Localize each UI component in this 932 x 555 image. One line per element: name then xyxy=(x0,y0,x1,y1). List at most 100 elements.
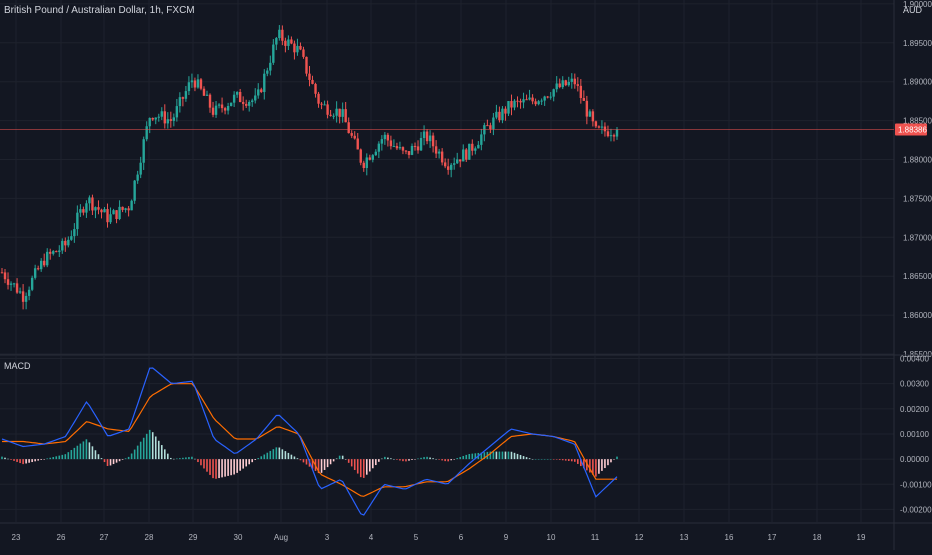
macd-histogram-bar xyxy=(73,447,76,460)
candle-body xyxy=(465,149,468,160)
macd-histogram-bar xyxy=(91,446,94,460)
macd-histogram-bar xyxy=(405,459,407,462)
candle-body xyxy=(205,94,209,96)
macd-histogram-bar xyxy=(55,456,58,460)
candle-body xyxy=(440,151,444,163)
macd-histogram-bar xyxy=(179,458,181,460)
candle-body xyxy=(21,291,25,302)
x-tick-label: 29 xyxy=(189,533,198,542)
macd-histogram-bar xyxy=(372,459,374,469)
macd-tick-label: 0.00400 xyxy=(900,355,929,364)
macd-histogram-bar xyxy=(70,450,73,460)
candle-body xyxy=(39,260,43,270)
macd-histogram-bar xyxy=(543,459,546,460)
candle-body xyxy=(260,89,263,93)
macd-histogram-bar xyxy=(456,458,459,460)
candle-body xyxy=(564,80,567,86)
macd-histogram-bar xyxy=(67,452,70,460)
macd-histogram-bar xyxy=(218,459,220,479)
candle-body xyxy=(437,151,441,154)
candle-body xyxy=(347,122,350,134)
macd-histogram-bar xyxy=(188,457,190,460)
candle-body xyxy=(350,133,353,136)
candle-body xyxy=(395,146,399,149)
macd-histogram-bar xyxy=(504,451,507,460)
x-tick-label: 17 xyxy=(768,533,777,542)
candle-body xyxy=(229,102,233,107)
macd-histogram-bar xyxy=(601,459,603,471)
macd-histogram-bar xyxy=(408,459,410,461)
x-tick-label: 13 xyxy=(680,533,689,542)
macd-histogram-bar xyxy=(206,459,208,472)
candle-body xyxy=(133,180,136,201)
candle-body xyxy=(130,200,133,211)
candle-body xyxy=(555,83,558,90)
macd-histogram-bar xyxy=(176,458,178,460)
candle-body xyxy=(181,97,185,99)
macd-histogram-bar xyxy=(212,459,214,479)
candle-body xyxy=(88,197,91,204)
candle-body xyxy=(513,100,516,108)
macd-histogram-bar xyxy=(64,454,67,460)
macd-histogram-bar xyxy=(10,459,12,460)
candle-body xyxy=(248,101,251,106)
macd-histogram-bar xyxy=(139,441,142,460)
candle-body xyxy=(184,91,188,99)
candle-body xyxy=(498,111,501,121)
candle-body xyxy=(459,159,462,162)
macd-histogram-bar xyxy=(85,439,88,460)
macd-histogram-bar xyxy=(49,457,52,460)
macd-histogram-bar xyxy=(157,440,160,460)
candle-body xyxy=(76,212,79,230)
macd-histogram-bar xyxy=(151,432,154,460)
candle-body xyxy=(154,117,157,120)
macd-histogram-bar xyxy=(350,459,353,467)
price-tick-label: 1.90000 xyxy=(903,0,932,9)
macd-histogram-bar xyxy=(82,441,85,460)
x-tick-label: 10 xyxy=(547,533,556,542)
macd-histogram-bar xyxy=(402,459,404,462)
candle-body xyxy=(558,83,561,88)
price-tick-label: 1.87000 xyxy=(903,233,932,242)
candle-body xyxy=(504,108,507,114)
macd-histogram-bar xyxy=(284,451,287,460)
macd-histogram-bar xyxy=(254,459,257,461)
x-tick-label: 26 xyxy=(57,533,66,542)
macd-histogram-bar xyxy=(489,451,492,460)
candle-body xyxy=(196,79,200,88)
candle-body xyxy=(597,126,601,128)
candle-body xyxy=(82,209,85,213)
candle-body xyxy=(36,268,40,270)
macd-histogram-bar xyxy=(115,459,118,463)
macd-histogram-bar xyxy=(510,451,513,460)
candle-body xyxy=(97,207,100,210)
macd-histogram-bar xyxy=(142,437,145,460)
candle-body xyxy=(320,103,323,105)
candle-body xyxy=(492,117,495,130)
price-tick-label: 1.88500 xyxy=(903,117,932,126)
macd-histogram-bar xyxy=(507,451,510,460)
macd-histogram-bar xyxy=(384,456,386,460)
macd-histogram-bar xyxy=(281,449,284,460)
price-tick-label: 1.88000 xyxy=(903,155,932,164)
macd-histogram-bar xyxy=(106,459,109,466)
macd-histogram-bar xyxy=(317,459,320,474)
candle-body xyxy=(537,101,540,105)
macd-histogram-bar xyxy=(173,458,175,460)
macd-histogram-bar xyxy=(444,459,446,462)
macd-histogram-bar xyxy=(592,459,594,475)
candle-body xyxy=(299,45,302,50)
candle-body xyxy=(528,97,531,100)
macd-histogram-bar xyxy=(522,456,525,460)
macd-histogram-bar xyxy=(338,455,341,460)
candle-body xyxy=(317,93,320,104)
macd-histogram-bar xyxy=(420,457,422,460)
x-tick-label: 9 xyxy=(504,533,509,542)
macd-histogram-bar xyxy=(332,459,335,462)
macd-histogram-bar xyxy=(236,459,238,473)
candle-body xyxy=(103,209,106,213)
candle-body xyxy=(374,151,378,156)
candle-body xyxy=(392,146,396,148)
